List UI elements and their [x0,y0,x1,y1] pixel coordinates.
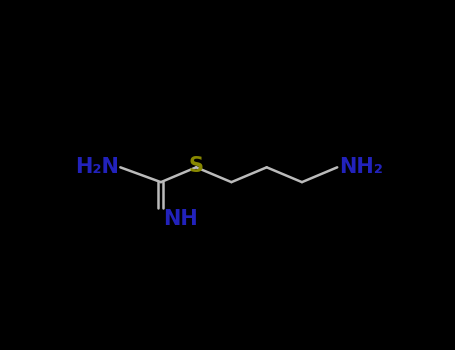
Text: S: S [189,156,204,176]
Text: NH₂: NH₂ [339,157,383,177]
Text: H₂N: H₂N [75,157,119,177]
Text: NH: NH [163,209,197,229]
